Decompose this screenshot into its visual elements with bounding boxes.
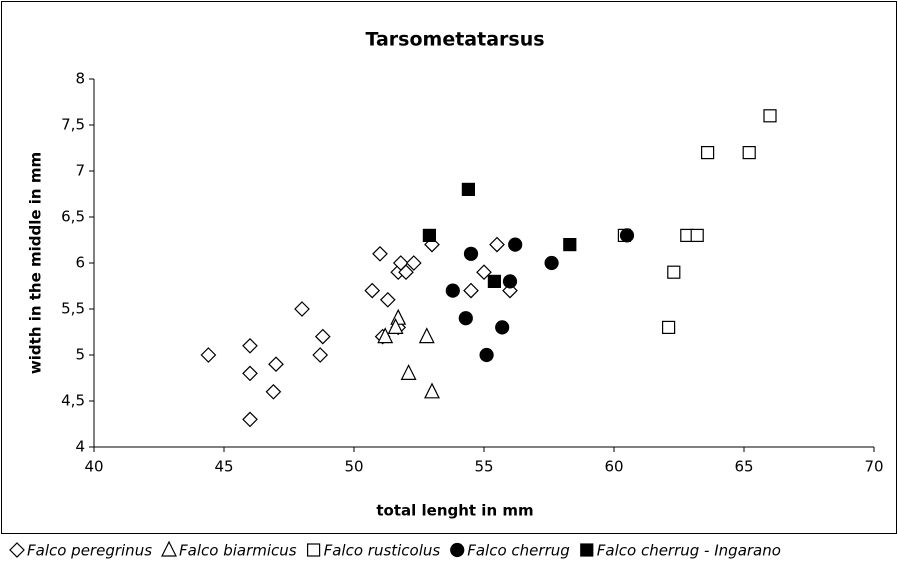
y-tick-label: 4,5: [61, 392, 85, 410]
marker: [265, 383, 282, 400]
marker: [314, 328, 331, 345]
x-tick-label: 65: [734, 458, 753, 476]
x-tick-label: 40: [84, 458, 103, 476]
marker: [418, 327, 435, 344]
marker: [364, 282, 381, 299]
y-tick-label: 6: [75, 254, 85, 272]
marker: [312, 347, 329, 363]
marker: [400, 364, 417, 380]
legend-label: Falco biarmicus: [179, 542, 297, 560]
legend-label: Falco cherrug - Ingarano: [597, 542, 781, 560]
marker: [422, 228, 436, 242]
marker: [508, 237, 523, 252]
marker: [742, 146, 756, 160]
x-tick-label: 45: [214, 458, 233, 476]
legend-label: Falco cherrug: [467, 542, 570, 560]
marker: [200, 347, 217, 363]
marker: [563, 238, 577, 252]
y-tick-label: 7,5: [61, 116, 85, 134]
marker: [294, 301, 310, 317]
y-tick-label: 7: [75, 162, 85, 180]
x-tick-label: 55: [474, 458, 493, 476]
legend-marker: [450, 542, 465, 558]
x-tick-label: 50: [344, 458, 363, 476]
marker: [690, 228, 704, 242]
legend-marker: [306, 543, 321, 557]
marker: [379, 291, 396, 308]
y-tick-label: 4: [75, 438, 85, 456]
marker: [377, 327, 394, 344]
marker: [398, 264, 414, 281]
marker: [463, 246, 479, 261]
marker: [242, 337, 258, 354]
y-tick-label: 8: [75, 70, 85, 88]
marker: [487, 274, 501, 288]
legend-marker: [580, 543, 594, 557]
chart-border: [1, 1, 897, 534]
legend-label: Falco peregrinus: [27, 542, 152, 560]
y-tick-label: 6,5: [61, 208, 85, 226]
y-tick-label: 5,5: [61, 300, 85, 318]
marker: [387, 318, 404, 334]
y-tick-label: 5: [75, 346, 85, 364]
marker: [372, 245, 388, 262]
marker: [242, 411, 258, 428]
marker: [405, 255, 422, 271]
chart-title: Tarsometatarsus: [365, 29, 544, 51]
legend-label: Falco rusticolus: [324, 542, 441, 560]
marker: [489, 236, 505, 253]
x-tick-label: 60: [604, 458, 623, 476]
marker: [390, 308, 407, 325]
marker: [700, 146, 715, 160]
marker: [479, 347, 494, 363]
marker: [242, 365, 258, 382]
marker: [502, 274, 518, 289]
marker: [495, 320, 510, 335]
legend-marker: [161, 540, 177, 557]
x-tick-label: 70: [864, 458, 883, 476]
marker: [476, 264, 492, 281]
marker: [458, 311, 473, 326]
marker: [268, 356, 284, 373]
y-axis-label: width in the middle in mm: [27, 152, 45, 374]
legend-marker: [9, 542, 25, 558]
x-axis-label: total lenght in mm: [376, 502, 533, 520]
marker: [661, 320, 676, 334]
marker: [667, 265, 681, 279]
marker: [619, 228, 635, 243]
marker: [463, 282, 479, 299]
marker: [763, 109, 777, 123]
marker: [445, 283, 460, 298]
marker: [544, 255, 559, 271]
marker: [461, 182, 475, 196]
marker: [424, 382, 440, 399]
